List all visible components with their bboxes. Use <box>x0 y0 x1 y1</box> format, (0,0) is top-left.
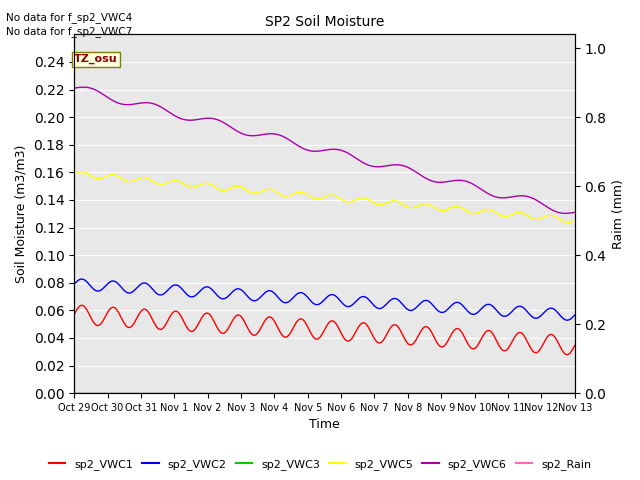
sp2_VWC5 <box>291 191 299 196</box>
sp2_VWC3 <box>273 390 280 396</box>
Line: sp2_VWC2: sp2_VWC2 <box>74 279 575 320</box>
sp2_VWC5 <box>571 217 579 223</box>
Line: sp2_VWC5: sp2_VWC5 <box>74 172 575 222</box>
sp2_VWC5 <box>122 178 130 184</box>
sp2_VWC1 <box>470 346 478 352</box>
sp2_VWC1 <box>563 352 571 358</box>
sp2_VWC6 <box>561 211 569 216</box>
sp2_VWC2 <box>291 293 299 299</box>
sp2_VWC6 <box>571 209 579 215</box>
sp2_VWC6 <box>470 182 478 188</box>
sp2_VWC3 <box>70 390 78 396</box>
sp2_VWC6 <box>122 102 130 108</box>
sp2_VWC2 <box>415 302 422 308</box>
sp2_VWC3 <box>414 390 422 396</box>
sp2_VWC5 <box>70 171 78 177</box>
sp2_VWC1 <box>70 312 78 317</box>
sp2_VWC3 <box>122 390 129 396</box>
sp2_VWC6 <box>70 85 78 91</box>
sp2_Rain <box>273 390 280 396</box>
sp2_VWC2 <box>70 281 78 287</box>
sp2_VWC6 <box>273 132 281 137</box>
Text: No data for f_sp2_VWC7: No data for f_sp2_VWC7 <box>6 26 132 37</box>
sp2_VWC2 <box>571 312 579 318</box>
sp2_VWC6 <box>461 178 469 184</box>
Y-axis label: Raim (mm): Raim (mm) <box>612 179 625 249</box>
sp2_VWC5 <box>77 169 85 175</box>
sp2_VWC5 <box>273 190 281 195</box>
sp2_VWC6 <box>291 141 299 147</box>
Line: sp2_VWC1: sp2_VWC1 <box>74 305 575 355</box>
sp2_VWC5 <box>415 203 422 209</box>
sp2_VWC1 <box>273 324 281 329</box>
sp2_Rain <box>70 390 78 396</box>
sp2_VWC1 <box>122 323 130 328</box>
sp2_VWC1 <box>571 343 579 348</box>
Text: No data for f_sp2_VWC4: No data for f_sp2_VWC4 <box>6 12 132 23</box>
Line: sp2_VWC6: sp2_VWC6 <box>74 87 575 214</box>
sp2_Rain <box>291 390 298 396</box>
sp2_VWC1 <box>461 336 469 341</box>
sp2_VWC2 <box>461 305 469 311</box>
sp2_VWC2 <box>470 312 478 317</box>
sp2_VWC3 <box>470 390 477 396</box>
Title: SP2 Soil Moisture: SP2 Soil Moisture <box>265 15 384 29</box>
sp2_VWC1 <box>78 302 86 308</box>
Y-axis label: Soil Moisture (m3/m3): Soil Moisture (m3/m3) <box>15 144 28 283</box>
sp2_VWC2 <box>78 276 86 282</box>
Text: TZ_osu: TZ_osu <box>74 54 118 64</box>
sp2_VWC1 <box>291 322 299 327</box>
sp2_Rain <box>571 390 579 396</box>
sp2_Rain <box>461 390 468 396</box>
sp2_VWC2 <box>122 289 130 295</box>
sp2_VWC1 <box>415 333 422 338</box>
sp2_VWC3 <box>571 390 579 396</box>
sp2_Rain <box>414 390 422 396</box>
sp2_VWC5 <box>461 207 469 213</box>
sp2_VWC2 <box>273 293 281 299</box>
sp2_VWC5 <box>470 211 478 216</box>
sp2_VWC6 <box>415 171 422 177</box>
sp2_VWC5 <box>564 219 572 225</box>
X-axis label: Time: Time <box>309 419 340 432</box>
sp2_Rain <box>122 390 129 396</box>
sp2_VWC3 <box>461 390 468 396</box>
sp2_Rain <box>470 390 477 396</box>
sp2_VWC6 <box>80 84 88 90</box>
sp2_VWC3 <box>291 390 298 396</box>
Legend: sp2_VWC1, sp2_VWC2, sp2_VWC3, sp2_VWC5, sp2_VWC6, sp2_Rain: sp2_VWC1, sp2_VWC2, sp2_VWC3, sp2_VWC5, … <box>44 455 596 474</box>
sp2_VWC2 <box>563 317 571 323</box>
